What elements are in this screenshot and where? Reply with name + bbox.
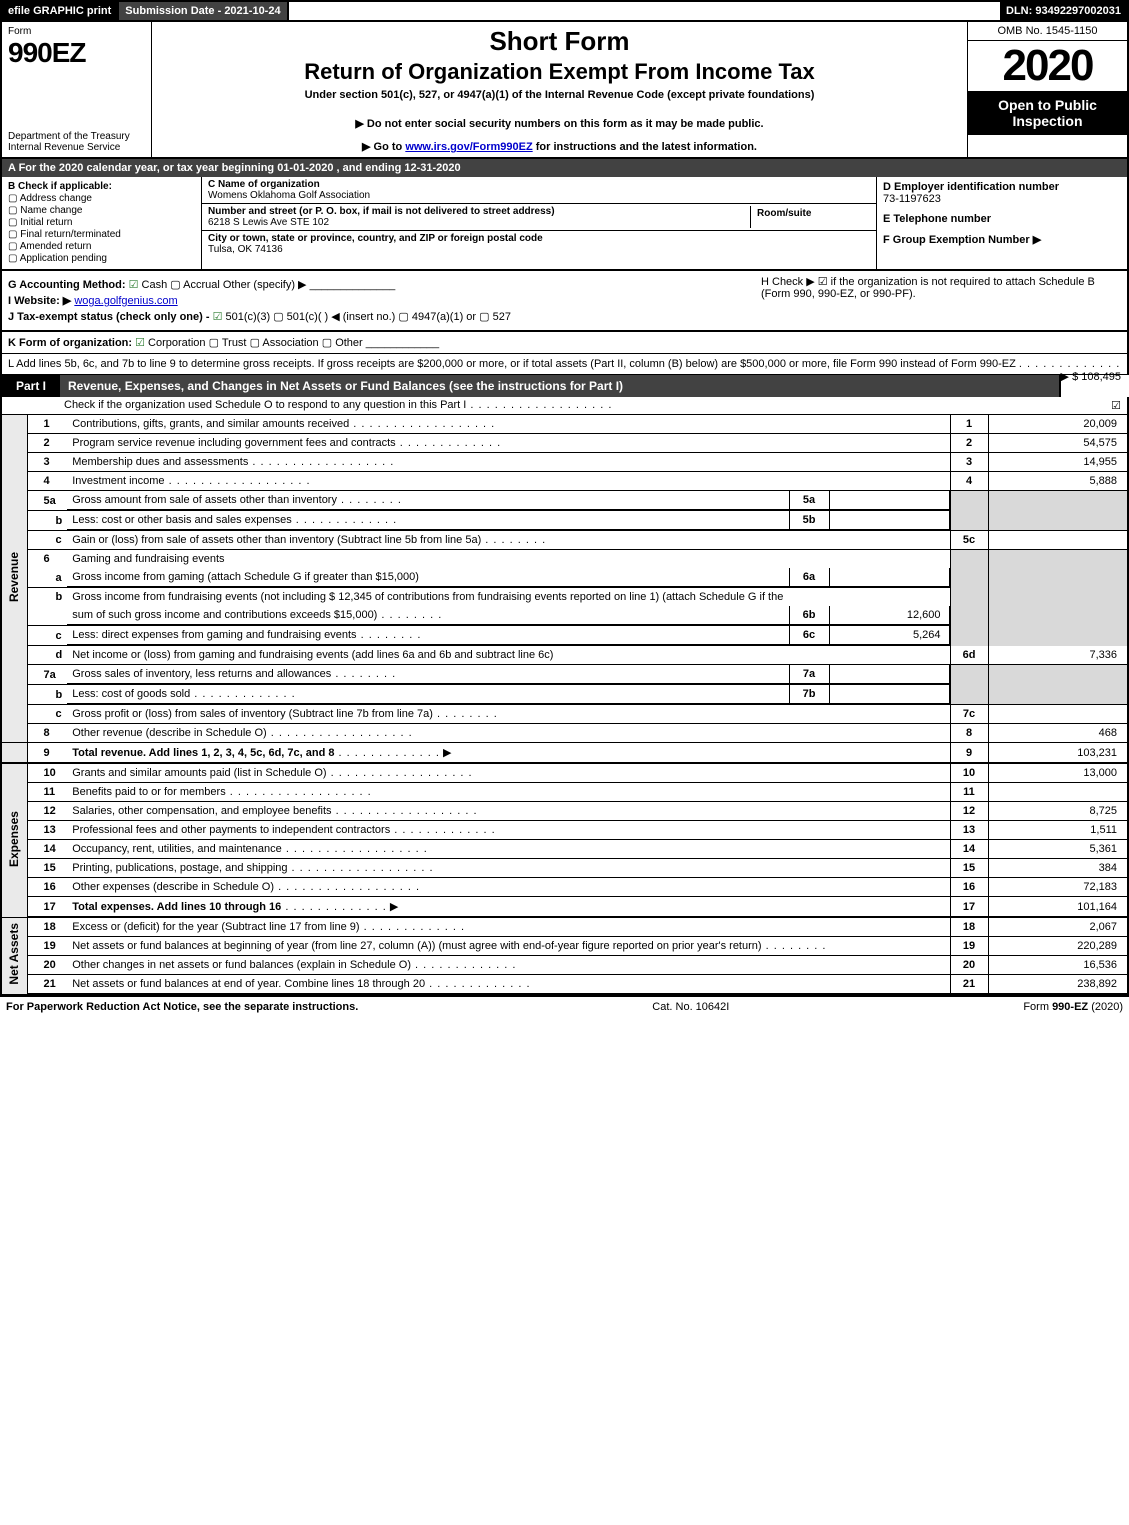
k-label: K Form of organization:: [8, 337, 132, 349]
header-left: Form 990EZ Department of the Treasury In…: [2, 22, 152, 157]
part-1-header: Part I Revenue, Expenses, and Changes in…: [0, 375, 1061, 397]
i-label: I Website: ▶: [8, 295, 71, 307]
chk-amended[interactable]: Amended return: [8, 241, 195, 252]
dln-label: DLN: 93492297002031: [1000, 2, 1127, 20]
topbar-spacer: [289, 2, 1000, 20]
l-dots: [1019, 358, 1120, 370]
form-header: Form 990EZ Department of the Treasury In…: [0, 22, 1129, 159]
header-middle: Short Form Return of Organization Exempt…: [152, 22, 967, 157]
efile-label[interactable]: efile GRAPHIC print: [2, 2, 119, 20]
j-label: J Tax-exempt status (check only one) -: [8, 311, 213, 323]
footer-cat: Cat. No. 10642I: [652, 1001, 729, 1013]
do-not-enter: ▶ Do not enter social security numbers o…: [355, 117, 763, 130]
address-label: Number and street (or P. O. box, if mail…: [208, 206, 750, 217]
top-bar: efile GRAPHIC print Submission Date - 20…: [0, 0, 1129, 22]
g-label: G Accounting Method:: [8, 279, 126, 291]
org-name: Womens Oklahoma Golf Association: [208, 190, 370, 201]
line-l: L Add lines 5b, 6c, and 7b to line 9 to …: [0, 354, 1129, 375]
ein-label: D Employer identification number: [883, 181, 1121, 193]
part-1-check-text: Check if the organization used Schedule …: [64, 399, 466, 411]
row-num: 1: [27, 415, 67, 434]
page-footer: For Paperwork Reduction Act Notice, see …: [0, 995, 1129, 1017]
footer-left: For Paperwork Reduction Act Notice, see …: [6, 1001, 358, 1013]
part-1-tab: Part I: [2, 375, 60, 397]
chk-name-change[interactable]: Name change: [8, 205, 195, 216]
row-rnum: 1: [950, 415, 988, 434]
c-name-label: C Name of organization: [208, 179, 870, 190]
l-text: L Add lines 5b, 6c, and 7b to line 9 to …: [8, 358, 1016, 370]
footer-right: Form 990-EZ (2020): [1023, 1001, 1123, 1013]
g-other[interactable]: Other (specify) ▶: [223, 279, 307, 291]
open-to-public: Open to Public Inspection: [968, 91, 1127, 135]
j-4947[interactable]: 4947(a)(1) or: [398, 311, 476, 323]
part-1-checkbox[interactable]: ☑: [1111, 399, 1121, 412]
goto-line: ▶ Go to www.irs.gov/Form990EZ for instru…: [362, 140, 757, 153]
omb-number: OMB No. 1545-1150: [968, 22, 1127, 41]
row-desc: Contributions, gifts, grants, and simila…: [72, 418, 349, 430]
part-1-check: Check if the organization used Schedule …: [0, 397, 1129, 415]
line-j: J Tax-exempt status (check only one) - 5…: [8, 310, 753, 323]
k-corporation[interactable]: Corporation: [135, 337, 205, 349]
line-k: K Form of organization: Corporation Trus…: [0, 332, 1129, 354]
chk-application-pending[interactable]: Application pending: [8, 253, 195, 264]
goto-pre: ▶ Go to: [362, 141, 405, 153]
line-g: G Accounting Method: Cash Accrual Other …: [8, 278, 753, 291]
line-a: A For the 2020 calendar year, or tax yea…: [0, 159, 1129, 177]
department-label: Department of the Treasury Internal Reve…: [8, 131, 145, 153]
j-501c[interactable]: 501(c)( ) ◀ (insert no.): [273, 311, 395, 323]
box-b-c-d: B Check if applicable: Address change Na…: [0, 177, 1129, 271]
column-c: C Name of organization Womens Oklahoma G…: [202, 177, 877, 269]
row-val: 20,009: [988, 415, 1128, 434]
g-cash[interactable]: Cash: [129, 279, 168, 291]
side-expenses: Expenses: [1, 763, 27, 917]
part-1-table: Revenue 1 Contributions, gifts, grants, …: [0, 415, 1129, 995]
column-b: B Check if applicable: Address change Na…: [2, 177, 202, 269]
ein-value: 73-1197623: [883, 193, 1121, 205]
phone-label: E Telephone number: [883, 213, 1121, 225]
side-revenue: Revenue: [1, 415, 27, 743]
header-right: OMB No. 1545-1150 2020 Open to Public In…: [967, 22, 1127, 157]
g-accrual[interactable]: Accrual: [170, 279, 220, 291]
submission-date: Submission Date - 2021-10-24: [119, 2, 288, 20]
k-trust[interactable]: Trust: [209, 337, 247, 349]
part-1-title: Revenue, Expenses, and Changes in Net As…: [60, 375, 1059, 397]
irs-link[interactable]: www.irs.gov/Form990EZ: [405, 141, 532, 153]
city-value: Tulsa, OK 74136: [208, 244, 283, 255]
side-net-assets: Net Assets: [1, 917, 27, 994]
k-other[interactable]: Other: [322, 337, 363, 349]
chk-final-return[interactable]: Final return/terminated: [8, 229, 195, 240]
group-exemption-label: F Group Exemption Number ▶: [883, 233, 1121, 246]
l-amount: ▶ $ 108,495: [1061, 370, 1121, 383]
line-i: I Website: ▶ woga.golfgenius.com: [8, 294, 753, 307]
j-501c3[interactable]: 501(c)(3): [213, 311, 271, 323]
short-form-title: Short Form: [489, 26, 629, 57]
form-number: 990EZ: [8, 37, 145, 69]
j-527[interactable]: 527: [479, 311, 511, 323]
p1-dots: [466, 399, 612, 411]
address-value: 6218 S Lewis Ave STE 102: [208, 217, 329, 228]
b-header: B Check if applicable:: [8, 181, 112, 192]
line-h: H Check ▶ ☑ if the organization is not r…: [761, 275, 1121, 326]
column-d: D Employer identification number 73-1197…: [877, 177, 1127, 269]
k-association[interactable]: Association: [250, 337, 319, 349]
chk-address-change[interactable]: Address change: [8, 193, 195, 204]
goto-post: for instructions and the latest informat…: [533, 141, 757, 153]
rows-g-h-i-j: G Accounting Method: Cash Accrual Other …: [0, 271, 1129, 332]
under-section: Under section 501(c), 527, or 4947(a)(1)…: [305, 89, 815, 101]
form-word: Form: [8, 26, 145, 37]
city-label: City or town, state or province, country…: [208, 233, 870, 244]
room-label: Room/suite: [757, 208, 864, 219]
chk-initial-return[interactable]: Initial return: [8, 217, 195, 228]
website-link[interactable]: woga.golfgenius.com: [74, 295, 177, 307]
tax-year: 2020: [968, 41, 1127, 91]
form-title: Return of Organization Exempt From Incom…: [304, 59, 815, 85]
